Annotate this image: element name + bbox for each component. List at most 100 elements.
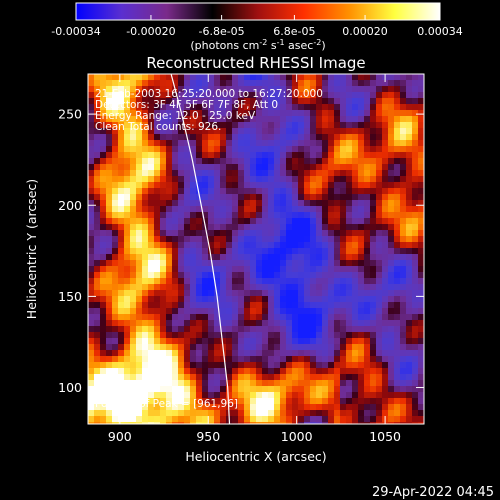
heatmap-cell <box>112 194 119 201</box>
heatmap-cell <box>298 116 305 123</box>
heatmap-cell <box>322 164 329 171</box>
heatmap-cell <box>250 386 257 393</box>
heatmap-cell <box>406 110 413 117</box>
heatmap-cell <box>334 368 341 375</box>
peak-position-label: Position of Peak = [961,96] <box>95 398 238 410</box>
heatmap-cell <box>412 254 419 261</box>
heatmap-cell <box>106 254 113 261</box>
heatmap-cell <box>196 362 203 369</box>
heatmap-cell <box>310 122 317 129</box>
heatmap-cell <box>124 134 131 141</box>
heatmap-cell <box>136 230 143 237</box>
heatmap-cell <box>112 368 119 375</box>
heatmap-cell <box>208 188 215 195</box>
heatmap-cell <box>298 404 305 411</box>
heatmap-cell <box>118 122 125 129</box>
heatmap-cell <box>94 422 101 424</box>
heatmap-cell <box>316 152 323 159</box>
heatmap-cell <box>214 212 221 219</box>
heatmap-cell <box>400 308 407 315</box>
heatmap-cell <box>112 350 119 357</box>
heatmap-cell <box>322 134 329 141</box>
heatmap-cell <box>190 134 197 141</box>
heatmap-cell <box>382 134 389 141</box>
heatmap-cell <box>130 362 137 369</box>
heatmap-cell <box>328 326 335 333</box>
heatmap-cell <box>142 80 149 87</box>
heatmap-cell <box>148 104 155 111</box>
heatmap-cell <box>346 104 353 111</box>
heatmap-cell <box>136 176 143 183</box>
heatmap-cell <box>250 122 257 129</box>
heatmap-cell <box>394 362 401 369</box>
heatmap-cell <box>196 266 203 273</box>
chart-title: Reconstructed RHESSI Image <box>146 54 365 72</box>
heatmap-cell <box>256 302 263 309</box>
heatmap-cell <box>322 368 329 375</box>
heatmap-cell <box>172 338 179 345</box>
heatmap-cell <box>142 284 149 291</box>
heatmap-cell <box>184 206 191 213</box>
heatmap-cell <box>112 110 119 117</box>
heatmap-cell <box>274 368 281 375</box>
heatmap-cell <box>286 98 293 105</box>
heatmap-cell <box>316 164 323 171</box>
heatmap-cell <box>256 74 263 81</box>
heatmap-cell <box>130 350 137 357</box>
heatmap-cell <box>388 260 395 267</box>
heatmap-cell <box>298 314 305 321</box>
heatmap-cell <box>142 338 149 345</box>
heatmap-cell <box>298 302 305 309</box>
heatmap-cell <box>346 350 353 357</box>
heatmap-cell <box>412 98 419 105</box>
heatmap-cell <box>274 212 281 219</box>
heatmap-cell <box>268 314 275 321</box>
heatmap-cell <box>148 296 155 303</box>
heatmap-cell <box>238 362 245 369</box>
heatmap-cell <box>376 194 383 201</box>
heatmap-cell <box>184 314 191 321</box>
heatmap-cell <box>328 296 335 303</box>
heatmap-cell <box>340 278 347 285</box>
heatmap-cell <box>364 272 371 279</box>
heatmap-cell <box>370 422 377 424</box>
y-tick-label: 200 <box>58 198 82 213</box>
heatmap-cell <box>250 98 257 105</box>
heatmap-cell <box>232 374 239 381</box>
heatmap-cell <box>220 422 227 424</box>
heatmap-cell <box>238 386 245 393</box>
heatmap-cell <box>388 356 395 363</box>
heatmap-cell <box>214 404 221 411</box>
heatmap-cell <box>322 218 329 225</box>
heatmap-cell <box>166 290 173 297</box>
heatmap-cell <box>196 296 203 303</box>
heatmap-cell <box>310 248 317 255</box>
heatmap-cell <box>316 308 323 315</box>
heatmap-cell <box>244 314 251 321</box>
heatmap-cell <box>274 98 281 105</box>
heatmap-cell <box>142 152 149 159</box>
heatmap-cell <box>100 386 107 393</box>
heatmap-cell <box>274 230 281 237</box>
heatmap-cell <box>250 410 257 417</box>
heatmap-cell <box>256 314 263 321</box>
heatmap-cell <box>388 284 395 291</box>
heatmap-cell <box>352 404 359 411</box>
heatmap-cell <box>412 272 419 279</box>
heatmap-cell <box>316 80 323 87</box>
heatmap-cell <box>226 212 233 219</box>
heatmap-cell <box>130 296 137 303</box>
heatmap-cell <box>268 242 275 249</box>
heatmap-cell <box>394 116 401 123</box>
heatmap-cell <box>370 272 377 279</box>
heatmap-cell <box>250 314 257 321</box>
heatmap-cell <box>106 266 113 273</box>
heatmap-cell <box>112 356 119 363</box>
heatmap-cell <box>214 218 221 225</box>
heatmap-cell <box>220 320 227 327</box>
heatmap-cell <box>328 392 335 399</box>
heatmap-cell <box>376 86 383 93</box>
heatmap-cell <box>418 218 424 225</box>
heatmap-cell <box>118 104 125 111</box>
heatmap-cell <box>394 206 401 213</box>
